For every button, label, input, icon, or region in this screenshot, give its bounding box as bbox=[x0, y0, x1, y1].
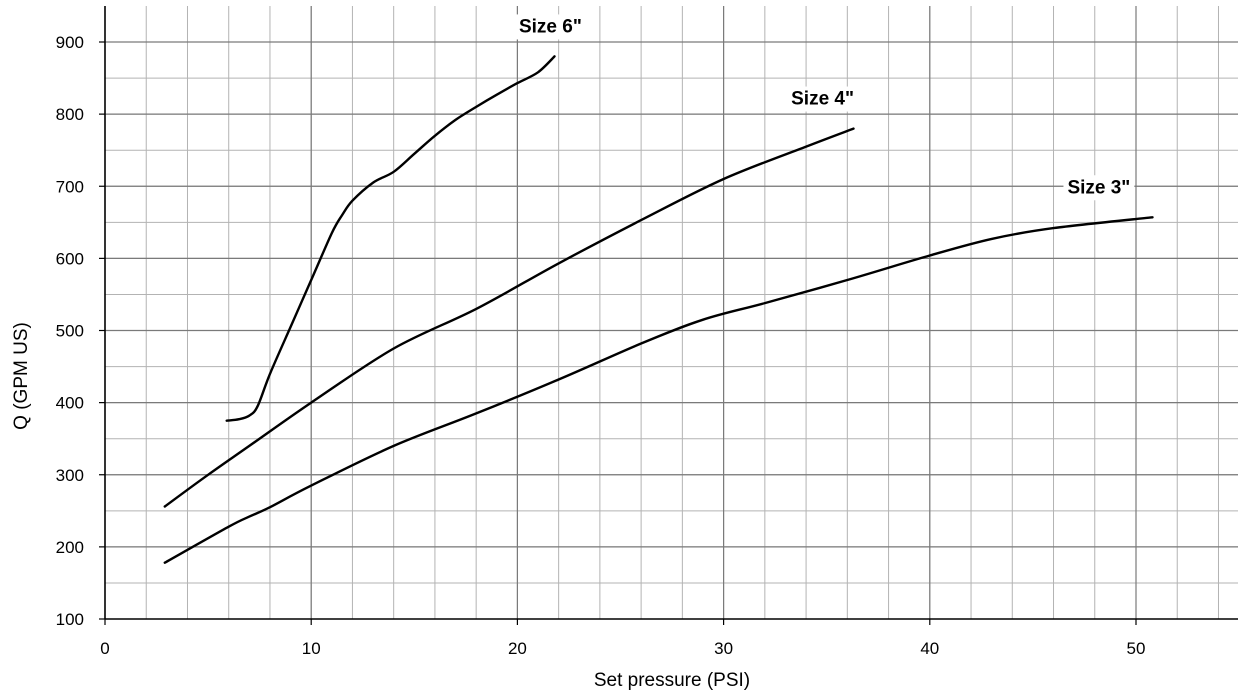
major-grid bbox=[105, 6, 1238, 619]
series-labels: Size 6" Size 4" Size 3" bbox=[514, 14, 1135, 201]
y-tick-label: 300 bbox=[56, 466, 84, 485]
y-tick-label: 500 bbox=[56, 322, 84, 341]
y-tick-label: 800 bbox=[56, 105, 84, 124]
x-axis-title: Set pressure (PSI) bbox=[594, 670, 750, 691]
y-tick-label: 900 bbox=[56, 33, 84, 52]
series-label-size3: Size 3" bbox=[1067, 177, 1130, 198]
axes bbox=[99, 6, 1238, 625]
series-label-background bbox=[514, 14, 586, 40]
x-tick-label: 0 bbox=[100, 639, 109, 658]
y-tick-label: 400 bbox=[56, 394, 84, 413]
x-tick-label: 30 bbox=[714, 639, 733, 658]
x-tick-labels: 0 10 20 30 40 50 bbox=[100, 639, 1145, 658]
series-lines bbox=[163, 55, 1154, 564]
x-tick-label: 20 bbox=[508, 639, 527, 658]
y-tick-labels: 100 200 300 400 500 600 700 800 900 bbox=[56, 33, 84, 629]
y-axis-title: Q (GPM US) bbox=[11, 322, 32, 430]
series-label-size6: Size 6" bbox=[519, 16, 582, 37]
minor-grid bbox=[104, 6, 1238, 620]
series-label-background bbox=[1063, 175, 1135, 201]
y-tick-label: 200 bbox=[56, 538, 84, 557]
x-tick-label: 50 bbox=[1127, 639, 1146, 658]
series-line-size4 bbox=[163, 127, 855, 508]
series-line-size6 bbox=[225, 55, 556, 422]
y-tick-label: 100 bbox=[56, 610, 84, 629]
series-line-size3 bbox=[163, 216, 1154, 564]
x-tick-label: 40 bbox=[920, 639, 939, 658]
series-label-background bbox=[787, 86, 859, 112]
y-tick-label: 700 bbox=[56, 177, 84, 196]
x-tick-label: 10 bbox=[302, 639, 321, 658]
y-tick-label: 600 bbox=[56, 249, 84, 268]
series-label-size4: Size 4" bbox=[791, 89, 854, 110]
